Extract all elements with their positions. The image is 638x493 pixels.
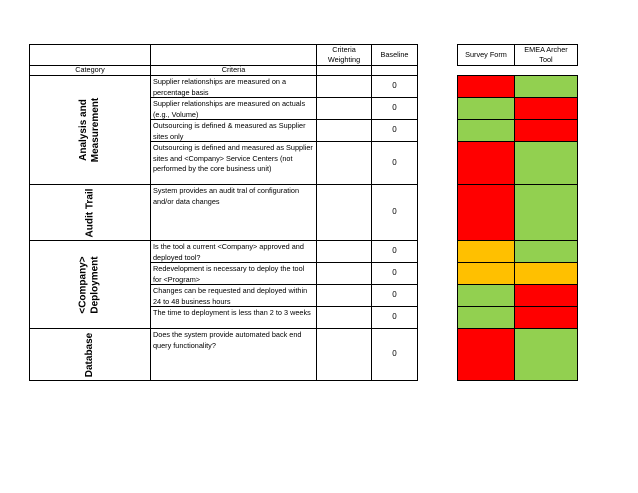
baseline-value: 0 bbox=[371, 141, 418, 185]
weighting-cell bbox=[316, 119, 372, 142]
survey-form-status bbox=[457, 240, 515, 263]
emea-archer-status bbox=[514, 119, 578, 142]
weighting-cell bbox=[316, 306, 372, 329]
criteria-cell: System provides an audit tral of configu… bbox=[150, 184, 317, 241]
category-audit-trail: Audit Trail bbox=[29, 184, 151, 241]
category-label: Analysis and Measurement bbox=[78, 97, 101, 163]
header-criteria-blank bbox=[150, 44, 317, 66]
category-analysis-measurement: Analysis and Measurement bbox=[29, 75, 151, 185]
survey-form-status bbox=[457, 306, 515, 329]
weighting-cell bbox=[316, 328, 372, 381]
survey-form-status bbox=[457, 328, 515, 381]
survey-form-status bbox=[457, 97, 515, 120]
category-company-deployment: <Company> Deployment bbox=[29, 240, 151, 329]
weighting-cell bbox=[316, 75, 372, 98]
weighting-cell bbox=[316, 262, 372, 285]
criteria-cell: Supplier relationships are measured on a… bbox=[150, 97, 317, 120]
category-database: Database bbox=[29, 328, 151, 381]
category-label: <Company> Deployment bbox=[78, 255, 101, 314]
criteria-cell: Outsourcing is defined and measured as S… bbox=[150, 141, 317, 185]
survey-form-status bbox=[457, 284, 515, 307]
criteria-cell: Outsourcing is defined & measured as Sup… bbox=[150, 119, 317, 142]
survey-form-status bbox=[457, 75, 515, 98]
emea-archer-status bbox=[514, 184, 578, 241]
baseline-value: 0 bbox=[371, 306, 418, 329]
header-emea-archer-tool: EMEA Archer Tool bbox=[514, 44, 578, 66]
survey-form-status bbox=[457, 119, 515, 142]
baseline-value: 0 bbox=[371, 240, 418, 263]
baseline-value: 0 bbox=[371, 284, 418, 307]
header-baseline: Baseline bbox=[371, 44, 418, 66]
criteria-cell: The time to deployment is less than 2 to… bbox=[150, 306, 317, 329]
survey-form-status bbox=[457, 262, 515, 285]
emea-archer-status bbox=[514, 97, 578, 120]
criteria-cell: Does the system provide automated back e… bbox=[150, 328, 317, 381]
weighting-cell bbox=[316, 97, 372, 120]
header-criteria-weighting: Criteria Weighting bbox=[316, 44, 372, 66]
emea-archer-status bbox=[514, 75, 578, 98]
emea-archer-status bbox=[514, 328, 578, 381]
criteria-cell: Changes can be requested and deployed wi… bbox=[150, 284, 317, 307]
weighting-cell bbox=[316, 184, 372, 241]
header-category-blank bbox=[29, 44, 151, 66]
survey-form-status bbox=[457, 141, 515, 185]
baseline-value: 0 bbox=[371, 75, 418, 98]
survey-form-status bbox=[457, 184, 515, 241]
category-label: Database bbox=[84, 332, 95, 377]
header-survey-form: Survey Form bbox=[457, 44, 515, 66]
baseline-value: 0 bbox=[371, 97, 418, 120]
category-label: Audit Trail bbox=[84, 188, 95, 237]
weighting-cell bbox=[316, 240, 372, 263]
baseline-value: 0 bbox=[371, 262, 418, 285]
emea-archer-status bbox=[514, 284, 578, 307]
emea-archer-status bbox=[514, 262, 578, 285]
criteria-cell: Redevelopment is necessary to deploy the… bbox=[150, 262, 317, 285]
emea-archer-status bbox=[514, 141, 578, 185]
baseline-value: 0 bbox=[371, 119, 418, 142]
criteria-cell: Supplier relationships are measured on a… bbox=[150, 75, 317, 98]
weighting-cell bbox=[316, 284, 372, 307]
weighting-cell bbox=[316, 141, 372, 185]
criteria-cell: Is the tool a current <Company> approved… bbox=[150, 240, 317, 263]
emea-archer-status bbox=[514, 306, 578, 329]
baseline-value: 0 bbox=[371, 184, 418, 241]
emea-archer-status bbox=[514, 240, 578, 263]
baseline-value: 0 bbox=[371, 328, 418, 381]
